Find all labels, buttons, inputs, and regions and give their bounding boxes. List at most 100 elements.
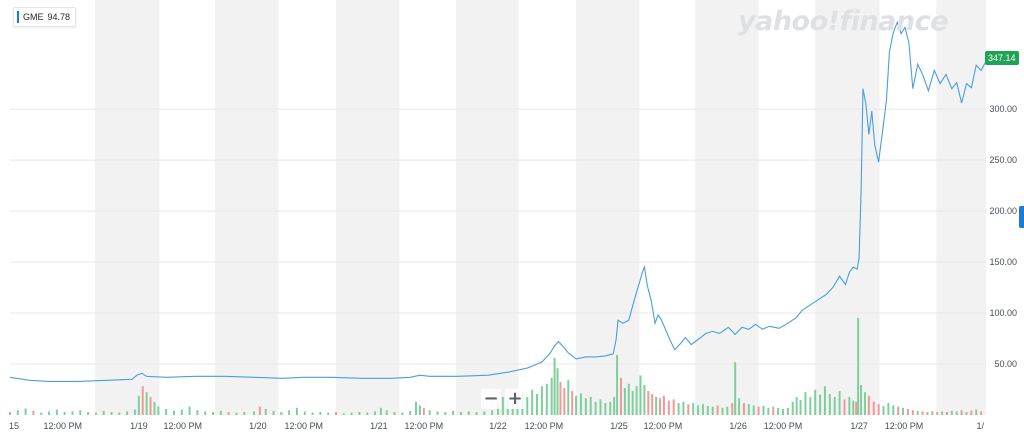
scrollbar-handle[interactable] (1019, 206, 1024, 228)
session-band (94, 0, 160, 415)
volume-bar (153, 401, 156, 415)
y-tick-label: 50.00 (994, 359, 1017, 369)
volume-bar (941, 411, 944, 415)
volume-bar (204, 411, 207, 415)
volume-bar (188, 406, 191, 415)
volume-bar (567, 380, 570, 415)
volume-bar (965, 412, 968, 415)
volume-bar (814, 389, 817, 415)
volume-bar (639, 375, 642, 415)
volume-bar (627, 383, 630, 415)
session-band (214, 0, 279, 415)
volume-bar (491, 410, 494, 415)
volume-bar (926, 412, 929, 415)
volume-bar (716, 405, 719, 415)
volume-bar (342, 413, 345, 415)
x-tick-label: 1/ (977, 421, 985, 431)
session-band (576, 0, 640, 415)
volume-bar (235, 412, 238, 415)
volume-bar (180, 409, 183, 415)
volume-bar (511, 404, 514, 415)
x-tick-label: 12:00 PM (525, 421, 564, 431)
volume-bar (838, 391, 841, 415)
volume-bar (599, 399, 602, 415)
zoom-out-button[interactable]: − (481, 389, 501, 409)
volume-bar (781, 409, 784, 415)
volume-bar (366, 412, 369, 415)
x-tick-label: 12:00 PM (43, 421, 82, 431)
volume-bar (48, 411, 51, 415)
volume-bar (795, 397, 798, 415)
volume-bar (110, 412, 113, 415)
volume-bar (828, 394, 831, 415)
volume-bar (334, 412, 337, 415)
volume-bar (647, 391, 650, 415)
volume-bar (149, 397, 152, 415)
volume-bar (667, 400, 670, 415)
x-tick-label: 12:00 PM (405, 421, 444, 431)
x-tick-label: 12:00 PM (163, 421, 202, 431)
x-tick-label: 1/19 (130, 421, 148, 431)
volume-bar (623, 388, 626, 415)
volume-bar (24, 408, 27, 415)
volume-bar (762, 406, 765, 415)
y-tick-label: 150.00 (989, 257, 1017, 267)
volume-bar (243, 412, 246, 415)
volume-bar (55, 409, 58, 415)
volume-bar (659, 398, 662, 415)
volume-bar (706, 406, 709, 415)
zoom-in-button[interactable]: + (505, 389, 525, 409)
volume-bar (955, 411, 958, 415)
volume-bar (571, 391, 574, 415)
volume-bar (319, 412, 322, 415)
grid-lines (10, 108, 986, 365)
volume-bar (295, 407, 298, 415)
x-tick-label: 12:00 PM (885, 421, 924, 431)
volume-bar (809, 397, 812, 415)
series-legend[interactable]: GME 94.78 (13, 7, 77, 27)
x-tick-label: 1/25 (610, 421, 628, 431)
x-tick-label: 12:00 PM (644, 421, 683, 431)
volume-bar (613, 397, 616, 415)
volume-bar (559, 382, 562, 415)
volume-bar (358, 412, 361, 415)
volume-bar (701, 404, 704, 415)
volume-bar (833, 397, 836, 415)
volume-bar (165, 409, 168, 415)
legend-value: 94.78 (47, 12, 71, 22)
y-axis: 50.00 100.00 150.00 200.00 250.00 300.00 (989, 104, 1017, 369)
volume-bar (594, 401, 597, 415)
volume-bar (102, 410, 105, 415)
volume-bar (804, 392, 807, 415)
y-tick-label: 300.00 (989, 104, 1017, 114)
volume-bar (579, 393, 582, 415)
volume-bar (141, 386, 144, 415)
volume-bar (975, 409, 978, 415)
volume-bar (145, 392, 148, 415)
volume-bar (393, 412, 396, 415)
volume-bar (385, 410, 388, 415)
volume-bar (631, 391, 634, 415)
volume-bar (253, 411, 255, 415)
volume-bar (428, 410, 431, 415)
volume-bar (734, 362, 737, 415)
volume-bar (531, 389, 534, 415)
volume-bar (960, 410, 963, 415)
last-price-tag: 347.14 (985, 51, 1019, 65)
volume-bar (584, 398, 587, 415)
y-tick-label: 100.00 (989, 308, 1017, 318)
volume-bar (752, 405, 755, 415)
volume-bar (556, 368, 559, 415)
volume-bar (272, 410, 275, 415)
volume-bar (137, 395, 140, 415)
volume-bar (16, 410, 19, 415)
volume-bar (936, 412, 939, 415)
volume-bar (40, 412, 43, 415)
volume-bar (87, 412, 90, 415)
volume-bar (157, 406, 160, 415)
volume-bar (872, 401, 875, 415)
session-band (456, 0, 519, 415)
x-tick-label: 15 (9, 421, 19, 431)
volume-bar (553, 358, 556, 415)
